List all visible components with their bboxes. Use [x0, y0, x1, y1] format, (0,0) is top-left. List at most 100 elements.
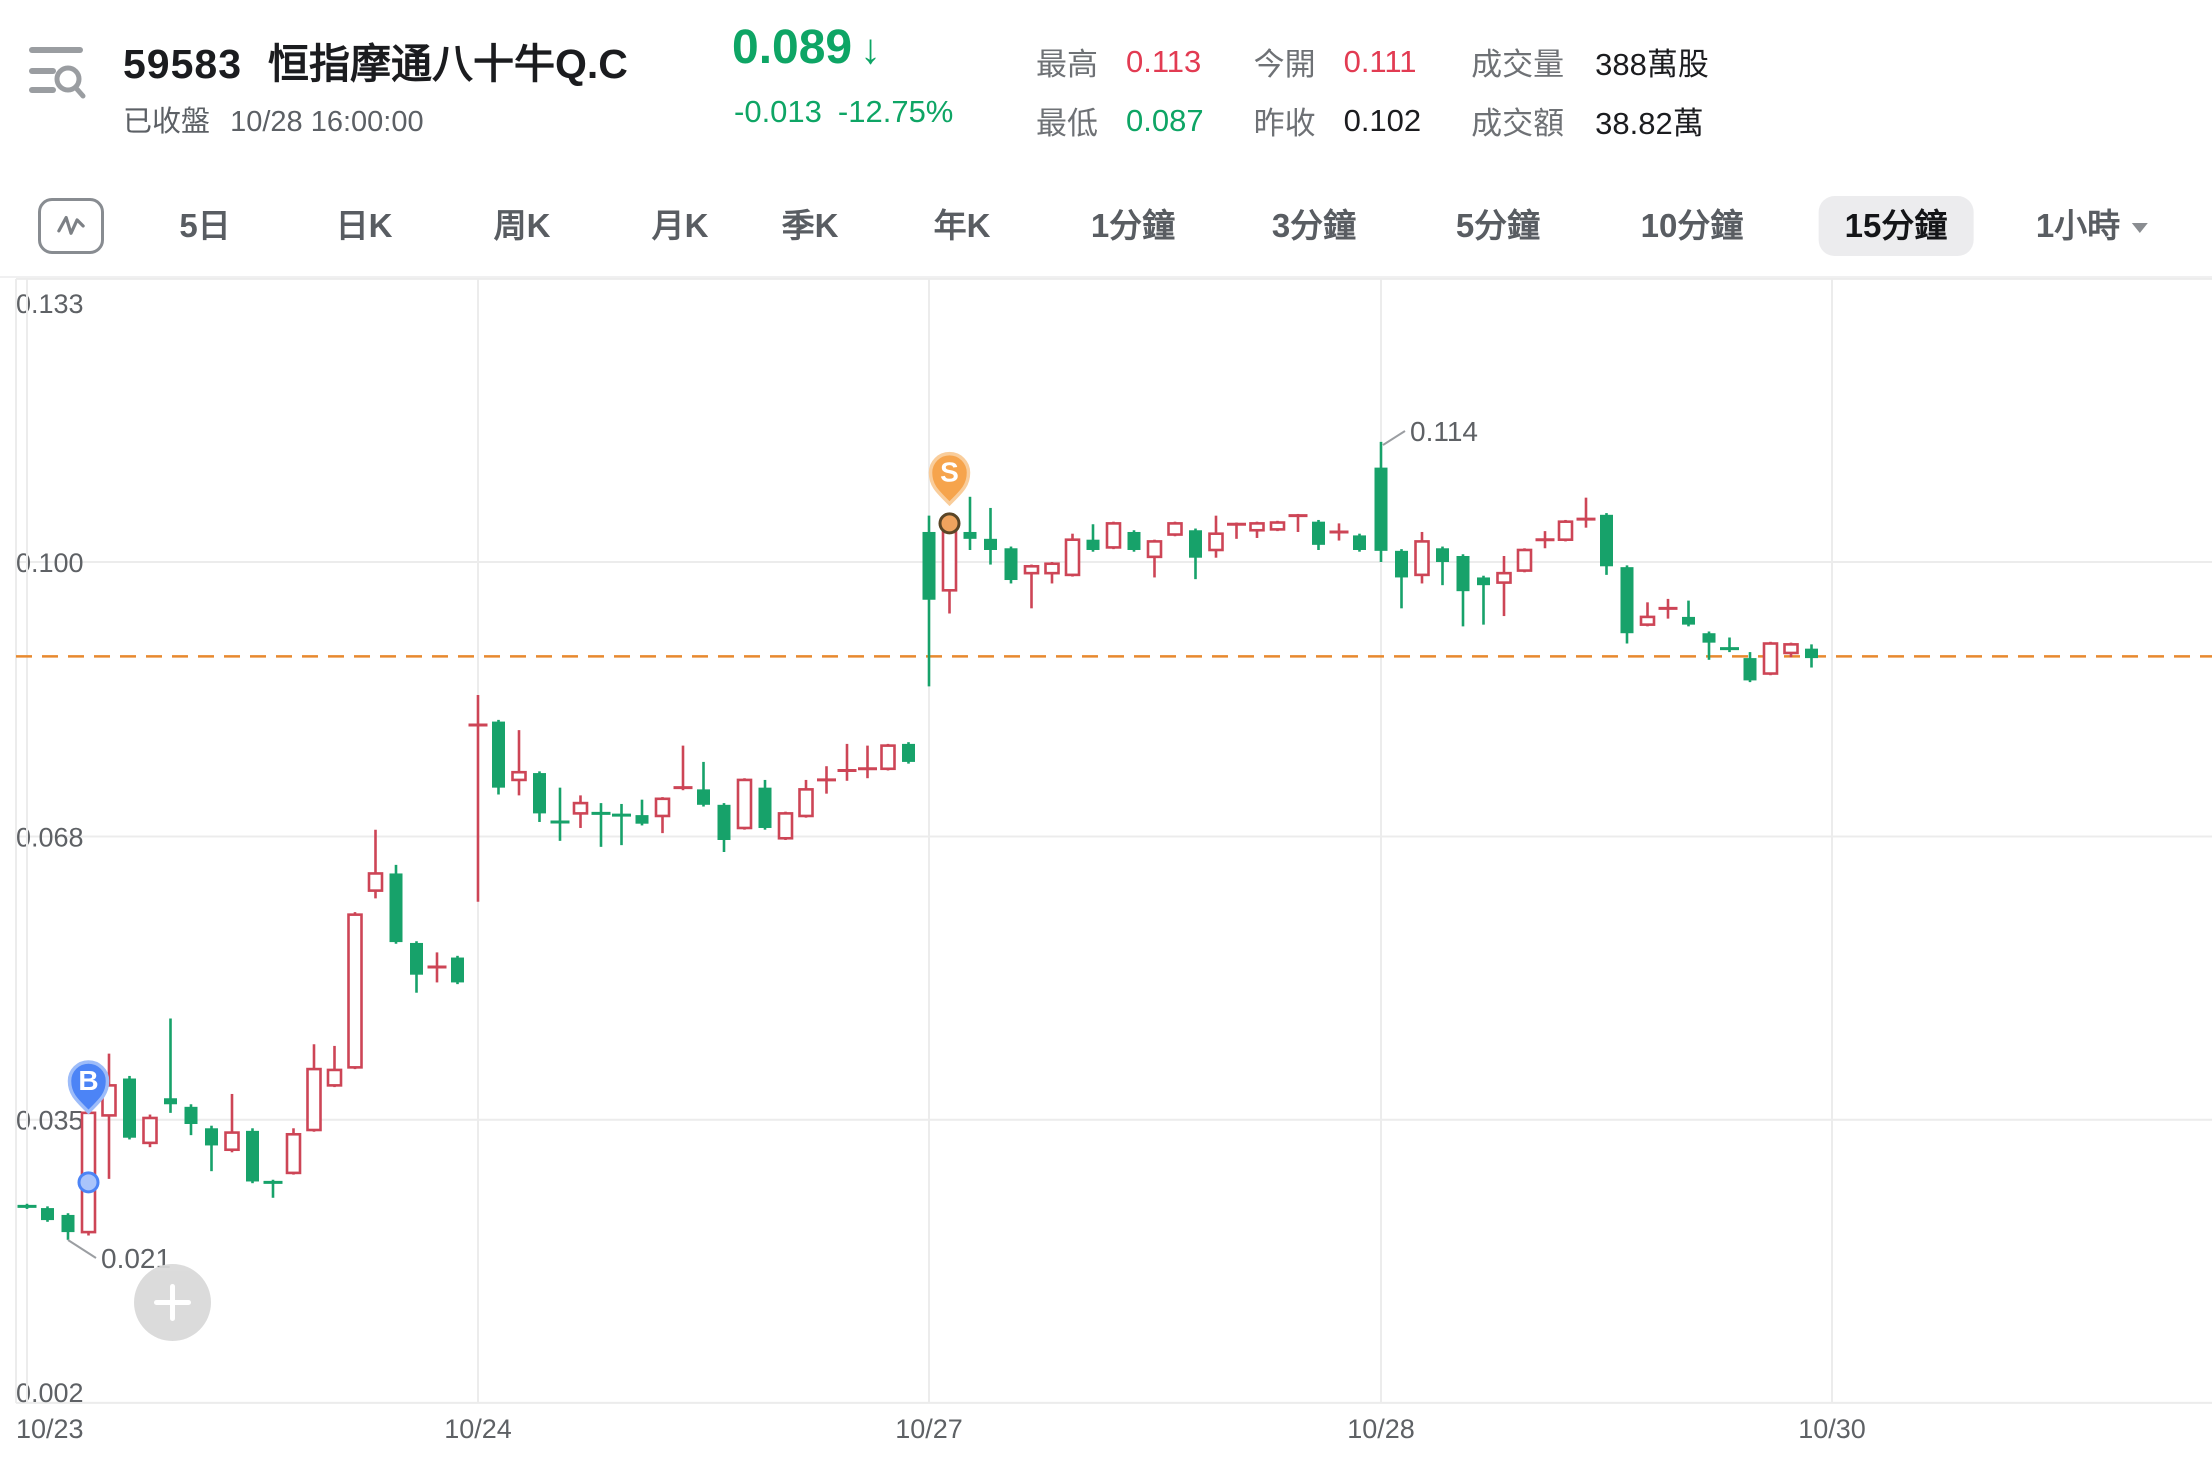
change-value: -0.013: [734, 94, 822, 129]
candle-up: [1557, 520, 1574, 541]
stat-item: 昨收 0.102: [1254, 91, 1422, 150]
candle-up: [1269, 521, 1286, 531]
candle-down: [41, 1208, 54, 1221]
x-axis-tick: 10/30: [1798, 1414, 1866, 1444]
period-tabbar: 5日 日K 周K 月K 季K 年K 1分鐘 3分鐘 5分鐘 10分鐘 15分鐘 1小時: [0, 196, 2212, 256]
candle-down: [922, 531, 936, 600]
x-axis-tick: 10/28: [1347, 1414, 1415, 1444]
stock-name: 恒指摩通八十牛Q.C: [268, 41, 628, 87]
stat-label: 最高: [1036, 47, 1098, 82]
tab-季K[interactable]: 季K: [781, 207, 839, 244]
candle-up: [142, 1116, 158, 1145]
tab-1小時[interactable]: 1小時: [2036, 196, 2149, 256]
stat-value: 38.82萬: [1595, 106, 1704, 141]
market-status: 已收盤 10/28 16:00:00: [123, 98, 424, 140]
candle-up: [654, 797, 671, 818]
candle-up: [224, 1131, 240, 1152]
candle-down: [1743, 658, 1757, 681]
candle-down: [1702, 633, 1716, 643]
down-arrow-icon: ↓: [860, 25, 882, 72]
candle-up: [511, 770, 527, 782]
annotation-leader: [1382, 430, 1406, 446]
candle-down: [1600, 514, 1613, 567]
candle-down: [717, 804, 731, 840]
candle-down: [205, 1128, 218, 1146]
candle-down: [758, 787, 772, 828]
x-axis-tick: 10/23: [16, 1414, 84, 1444]
svg-text:S: S: [940, 457, 959, 488]
candle-down: [389, 873, 403, 943]
candle-up: [1044, 562, 1060, 575]
candle-down: [1436, 548, 1449, 562]
stat-item: 成交量 388萬股: [1471, 32, 1709, 91]
candle-up: [1639, 615, 1656, 626]
tab-10分鐘[interactable]: 10分鐘: [1640, 207, 1744, 244]
candle-up: [1496, 571, 1512, 584]
sell-fill-dot: [938, 512, 961, 535]
candle-down: [697, 789, 710, 805]
quote-stats: 最高 0.113 最低 0.087 今開 0.111 昨收 0.102 成交量 388萬股 成交額 3…: [1036, 32, 1759, 150]
chart-style-button[interactable]: [38, 198, 104, 254]
price-change: -0.013 -12.75%: [734, 94, 969, 130]
quote-timestamp: 10/28 16:00:00: [230, 106, 424, 138]
y-axis-tick: 0.002: [16, 1378, 84, 1408]
stats-column: 最高 0.113 最低 0.087: [1036, 32, 1204, 150]
stat-value: 0.102: [1343, 102, 1422, 138]
tab-日K[interactable]: 日K: [335, 207, 393, 244]
candle-down: [963, 531, 977, 539]
tab-周K[interactable]: 周K: [493, 207, 551, 244]
stats-column: 成交量 388萬股成交額 38.82萬: [1471, 32, 1709, 150]
candle-up: [80, 1111, 97, 1234]
candle-down: [451, 957, 464, 983]
x-axis-tick: 10/27: [895, 1414, 963, 1444]
candle-down: [1086, 539, 1100, 550]
candle-up: [1167, 522, 1183, 536]
candle-down: [123, 1078, 136, 1138]
add-button[interactable]: [134, 1264, 211, 1341]
svg-text:B: B: [78, 1065, 98, 1096]
buy-marker-pin: B: [67, 1060, 110, 1115]
tab-月K[interactable]: 月K: [651, 207, 709, 244]
y-axis-tick: 0.133: [16, 289, 84, 319]
candle-up: [941, 530, 958, 592]
tab-5分鐘[interactable]: 5分鐘: [1455, 207, 1541, 244]
candle-down: [492, 721, 505, 788]
stat-label: 成交額: [1471, 106, 1565, 141]
tabbar-divider: [0, 276, 2212, 278]
candle-down: [184, 1106, 198, 1124]
tab-3分鐘[interactable]: 3分鐘: [1271, 207, 1357, 244]
candle-down: [164, 1098, 177, 1105]
watchlist-search-button[interactable]: [28, 42, 86, 102]
stat-item: 最低 0.087: [1036, 91, 1204, 150]
candle-down: [1312, 521, 1325, 545]
stock-code: 59583: [123, 41, 243, 87]
y-axis-tick: 0.035: [16, 1106, 84, 1136]
candle-up: [326, 1068, 343, 1087]
tab-1分鐘[interactable]: 1分鐘: [1090, 207, 1176, 244]
candle-down: [984, 538, 997, 550]
stat-label: 昨收: [1253, 106, 1316, 141]
candle-down: [1353, 535, 1366, 550]
tab-15分鐘[interactable]: 15分鐘: [1818, 196, 1974, 256]
candle-up: [798, 788, 814, 818]
candle-down: [1682, 616, 1695, 625]
candle-down: [1004, 548, 1018, 581]
candle-up: [1249, 522, 1265, 532]
list-search-icon: [29, 47, 86, 99]
stock-title: 59583 恒指摩通八十牛Q.C: [123, 30, 628, 90]
candle-up: [880, 744, 896, 771]
market-status-label: 已收盤: [123, 106, 211, 138]
candle-up: [367, 872, 384, 892]
tab-5日[interactable]: 5日: [179, 207, 231, 244]
candle-down: [1456, 555, 1470, 592]
chevron-down-icon: [2132, 223, 2149, 234]
stat-item: 最高 0.113: [1036, 32, 1204, 91]
candle-down: [1374, 467, 1388, 551]
y-axis-tick: 0.100: [16, 548, 84, 578]
candle-down: [1805, 648, 1818, 659]
stat-label: 今開: [1253, 47, 1316, 82]
candle-up: [306, 1067, 322, 1132]
candle-up: [1146, 540, 1163, 559]
tab-年K[interactable]: 年K: [933, 207, 991, 244]
